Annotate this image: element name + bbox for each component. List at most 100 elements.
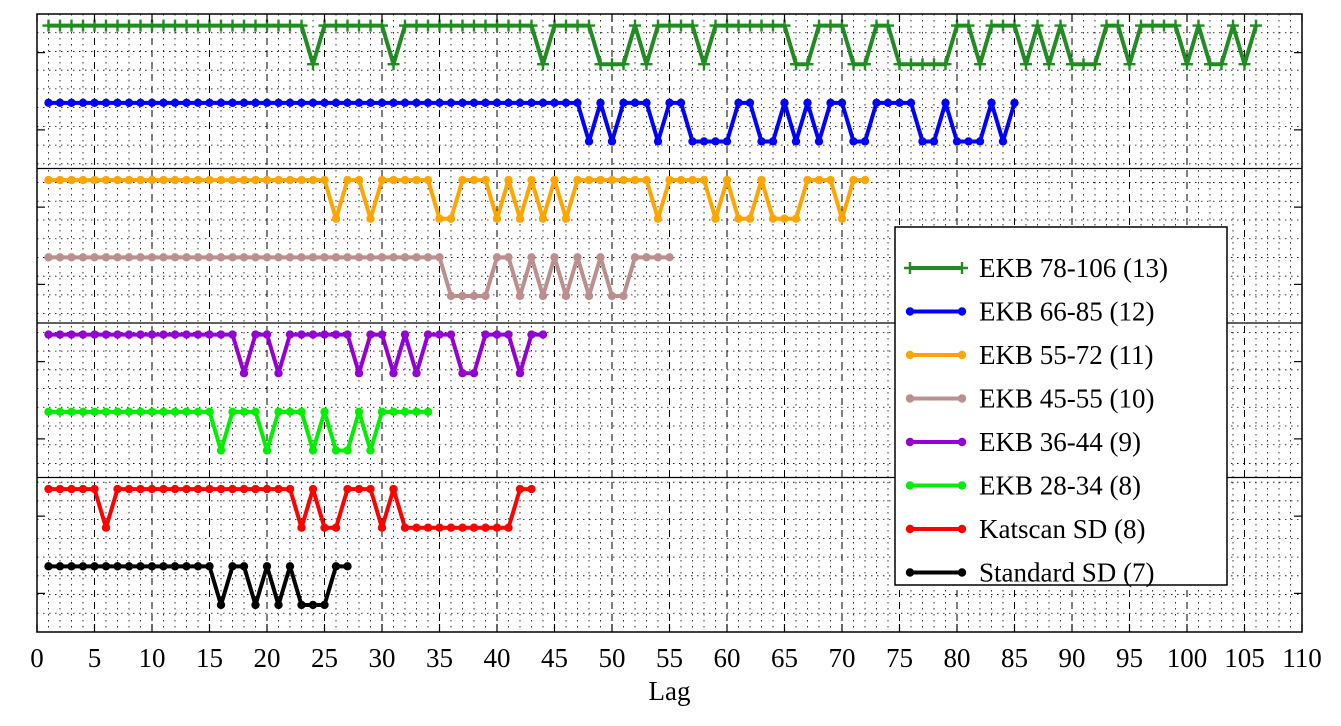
data-point (249, 19, 262, 32)
data-point (78, 484, 88, 494)
data-point (400, 253, 410, 262)
data-point (458, 369, 467, 378)
data-point (929, 137, 939, 146)
data-point (412, 175, 421, 185)
data-point (893, 58, 906, 71)
data-point (307, 58, 319, 71)
data-point (251, 98, 260, 108)
data-point (239, 407, 249, 417)
legend-item-6: Katscan SD (8) (905, 514, 1145, 544)
data-point (607, 137, 617, 146)
x-tick-label: 55 (656, 643, 683, 673)
data-point (515, 369, 525, 378)
data-point (205, 330, 214, 339)
data-point (377, 330, 387, 339)
data-point (1112, 19, 1124, 32)
data-point (354, 98, 364, 108)
data-point (814, 175, 824, 185)
data-point (136, 562, 145, 571)
data-point (997, 19, 1009, 32)
data-point (262, 330, 272, 339)
data-point (113, 175, 122, 185)
data-point (492, 214, 502, 223)
data-point (550, 253, 559, 262)
data-point (640, 58, 653, 71)
data-point (573, 253, 582, 262)
data-point (90, 484, 99, 494)
data-point (1100, 19, 1113, 32)
data-point (343, 446, 352, 455)
data-point (55, 484, 65, 494)
data-point (101, 98, 111, 108)
x-tick-label: 30 (369, 643, 396, 673)
data-point (170, 562, 180, 571)
data-point (124, 562, 134, 571)
data-point (882, 19, 894, 32)
data-point (113, 253, 122, 262)
data-point (514, 19, 526, 32)
data-point (389, 253, 398, 262)
data-point (44, 98, 53, 108)
data-point (251, 484, 260, 494)
legend-label: Standard SD (7) (979, 558, 1154, 588)
legend-marker (957, 568, 967, 577)
data-point (297, 407, 306, 417)
data-point (538, 291, 548, 301)
series-7 (44, 562, 352, 610)
data-point (916, 58, 929, 71)
data-point (1250, 19, 1262, 32)
data-point (67, 98, 76, 108)
series-4 (44, 330, 548, 378)
data-point (998, 137, 1008, 146)
legend-label: EKB 55-72 (11) (979, 340, 1153, 370)
data-point (469, 98, 479, 108)
data-point (469, 523, 479, 532)
data-point (642, 175, 651, 185)
data-point (55, 407, 65, 417)
data-point (216, 175, 226, 185)
data-point (101, 407, 111, 417)
x-axis: 0 5 10 15 20 25 30 35 40 45 50 55 60 65 70 75 80 85 90 95 10… (30, 14, 1322, 673)
data-point (170, 330, 180, 339)
data-point (343, 562, 352, 571)
data-point (90, 407, 99, 417)
legend-label: EKB 66-85 (12) (979, 297, 1154, 327)
data-point (90, 175, 99, 185)
data-point (458, 523, 467, 532)
data-point (159, 330, 168, 339)
data-point (101, 562, 111, 571)
data-point (216, 330, 226, 339)
data-point (285, 407, 295, 417)
data-point (90, 98, 99, 108)
x-tick-label: 75 (886, 643, 913, 673)
data-point (732, 19, 745, 32)
series-0 (42, 19, 1262, 71)
x-tick-label: 80 (944, 643, 971, 673)
data-point (435, 523, 444, 532)
data-point (389, 98, 398, 108)
x-tick-label: 45 (541, 643, 568, 673)
data-point (297, 600, 306, 610)
data-point (1031, 19, 1044, 32)
data-point (124, 330, 134, 339)
series-5 (44, 407, 433, 455)
data-point (1135, 19, 1147, 32)
data-point (285, 484, 295, 494)
data-point (446, 98, 456, 108)
data-point (803, 175, 812, 185)
data-point (400, 523, 410, 532)
data-point (239, 253, 249, 262)
data-point (446, 523, 456, 532)
data-point (504, 98, 513, 108)
data-point (67, 253, 76, 262)
data-point (366, 98, 375, 108)
data-point (389, 484, 398, 494)
data-point (136, 407, 145, 417)
data-point (1043, 58, 1055, 71)
data-point (285, 253, 295, 262)
data-point (1158, 19, 1170, 32)
data-point (389, 407, 398, 417)
legend-marker (905, 568, 915, 577)
data-point (630, 253, 640, 262)
legend-item-5: EKB 28-34 (8) (905, 471, 1141, 501)
